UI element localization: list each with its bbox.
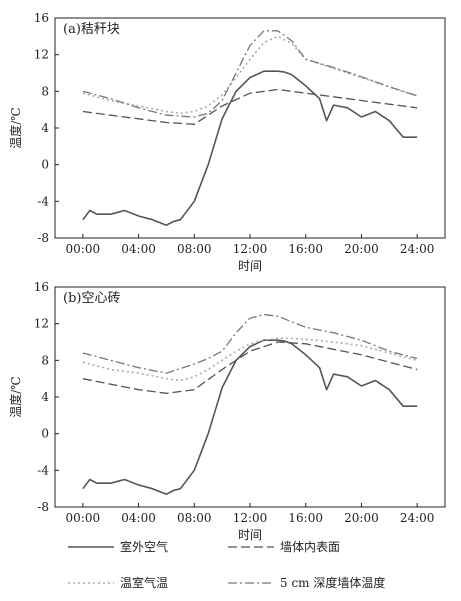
- x-tick-label: 04:00: [121, 242, 156, 256]
- x-tick-label: 08:00: [177, 242, 212, 256]
- y-tick-label: 16: [34, 280, 49, 294]
- chart-panel-a: -8 -4 0 4 8 12 16 00:00 04:00 08:00 12:00 16:00 20:0…: [8, 11, 446, 273]
- plot-frame: [54, 17, 446, 239]
- y-tick-label: 0: [41, 427, 49, 441]
- y-axis-label: 温度/℃: [8, 107, 23, 148]
- y-tick-label: 8: [41, 353, 49, 367]
- legend-label-inner: 墙体内表面: [280, 540, 340, 554]
- series-line-depth5: [82, 30, 418, 118]
- legend-label-depth5: 5 cm 深度墙体温度: [280, 575, 385, 590]
- series-line-greenhouse: [82, 35, 418, 115]
- x-axis-label: 时间: [238, 259, 262, 273]
- series-line-greenhouse: [82, 337, 418, 382]
- y-tick-label: 4: [41, 390, 49, 404]
- x-tick-label: 12:00: [233, 242, 268, 256]
- chart-title: (b)空心砖: [63, 291, 120, 306]
- legend-label-greenhouse: 温室气温: [120, 575, 168, 590]
- series-line-outdoor: [82, 70, 418, 226]
- y-tick-label: 16: [34, 11, 49, 25]
- y-tick-label: -4: [37, 463, 49, 477]
- x-tick-label: 24:00: [400, 242, 435, 256]
- series-line-outdoor: [82, 339, 418, 495]
- x-tick-label: 00:00: [66, 242, 101, 256]
- x-tick-label: 00:00: [66, 511, 101, 525]
- x-tick-label: 16:00: [288, 511, 323, 525]
- y-axis-label: 温度/℃: [8, 376, 23, 417]
- x-tick-label: 20:00: [344, 242, 379, 256]
- y-tick-label: -8: [37, 500, 49, 514]
- x-axis-label: 时间: [238, 528, 262, 542]
- series-line-inner: [82, 88, 418, 125]
- y-tick-label: 8: [41, 84, 49, 98]
- x-tick-label: 12:00: [233, 511, 268, 525]
- y-tick-label: 12: [34, 48, 49, 62]
- y-tick-label: 4: [41, 121, 49, 135]
- chart-title: (a)秸秆块: [63, 22, 120, 37]
- chart-panel-b: -8 -4 0 4 8 12 16 00:00 04:00 08:00 12:00 16:00 20:0…: [8, 280, 446, 542]
- x-tick-label: 04:00: [121, 511, 156, 525]
- x-tick-label: 08:00: [177, 511, 212, 525]
- y-tick-label: 0: [41, 158, 49, 172]
- plot-frame: [54, 286, 446, 508]
- y-tick-label: -8: [37, 231, 49, 245]
- y-tick-label: 12: [34, 317, 49, 331]
- y-tick-label: -4: [37, 194, 49, 208]
- series-line-inner: [82, 341, 418, 394]
- series-line-depth5: [82, 313, 418, 374]
- x-tick-label: 20:00: [344, 511, 379, 525]
- x-tick-label: 16:00: [288, 242, 323, 256]
- x-tick-label: 24:00: [400, 511, 435, 525]
- legend-label-outdoor: 室外空气: [120, 539, 168, 554]
